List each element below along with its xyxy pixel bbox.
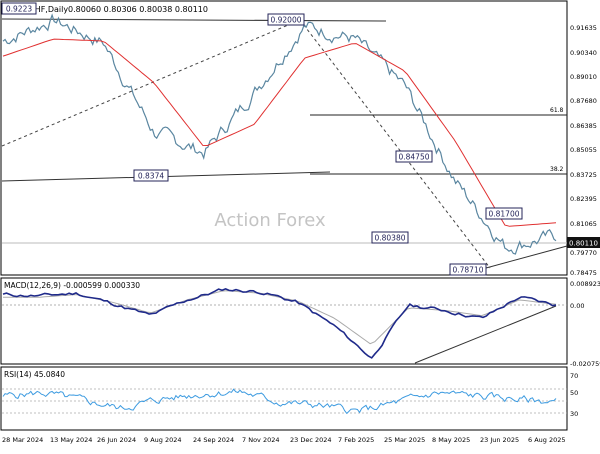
macd-panel-frame bbox=[0, 277, 568, 365]
x-tick-label: 13 May 2024 bbox=[50, 436, 92, 444]
price-series bbox=[2, 13, 557, 255]
x-tick-label: 9 Aug 2024 bbox=[144, 436, 182, 444]
price-line bbox=[2, 13, 557, 255]
macd-line bbox=[2, 288, 557, 359]
annotation-box-6 bbox=[449, 263, 487, 276]
macd-trend-line bbox=[414, 305, 557, 364]
annotation-box-3 bbox=[395, 150, 433, 163]
x-tick-label: 7 Feb 2025 bbox=[338, 436, 374, 444]
annotation-box-0 bbox=[1, 2, 37, 15]
top-trend-line bbox=[1, 18, 387, 22]
lower-trend-line bbox=[485, 245, 568, 269]
trend-lines bbox=[1, 18, 568, 269]
annotation-high-09223: 0.9223 bbox=[6, 5, 32, 14]
fib-label-618: 61.8 bbox=[550, 107, 564, 114]
x-tick-label: 28 Mar 2024 bbox=[2, 436, 43, 444]
price-tick-label: 0.83725 bbox=[570, 171, 597, 179]
price-tick-label: 0.91635 bbox=[570, 24, 597, 32]
current-price-label: 0.80110 bbox=[569, 240, 598, 248]
header-symbol: USDCHF,Daily bbox=[12, 5, 68, 14]
annotation-080380: 0.80380 bbox=[374, 234, 405, 243]
x-tick-label: 24 Sep 2024 bbox=[193, 436, 234, 444]
price-tick-label: 0.81065 bbox=[570, 220, 597, 228]
x-tick-label: 6 Aug 2025 bbox=[528, 436, 566, 444]
rsi-panel-frame bbox=[0, 366, 568, 431]
x-tick-label: 25 Mar 2025 bbox=[384, 436, 425, 444]
annotation-box-1 bbox=[267, 13, 305, 26]
x-tick-label: 7 Nov 2024 bbox=[242, 436, 280, 444]
annotation-078710: 0.78710 bbox=[452, 266, 483, 275]
price-tick-label: 0.89010 bbox=[570, 73, 597, 81]
price-annotations: 0.9223 0.92000 0.8374 0.84750 0.80380 0.… bbox=[1, 2, 523, 276]
watermark: Action Forex bbox=[214, 210, 326, 231]
moving-average-line bbox=[2, 38, 557, 227]
macd-title: MACD(12,26,9) -0.000599 0.000330 bbox=[4, 281, 140, 290]
macd-tick-label: -0.020759 bbox=[570, 360, 600, 368]
rsi-title: RSI(14) 45.0840 bbox=[4, 370, 65, 379]
annotation-084750: 0.84750 bbox=[398, 153, 429, 162]
annotation-low-08374: 0.8374 bbox=[138, 172, 164, 181]
price-panel-frame bbox=[0, 0, 568, 276]
macd-tick-label: 0.00 bbox=[570, 302, 584, 310]
macd-tick-label: 0.008923 bbox=[570, 280, 600, 288]
price-tick-label: 0.85055 bbox=[570, 146, 597, 154]
annotation-box-5 bbox=[485, 207, 523, 220]
rsi-tick-label: 30 bbox=[570, 410, 578, 418]
price-tick-label: 0.87680 bbox=[570, 97, 597, 105]
fib-label-382: 38.2 bbox=[550, 166, 564, 173]
price-tick-label: 0.78475 bbox=[570, 269, 597, 277]
x-tick-label: 23 Jun 2025 bbox=[480, 436, 519, 444]
annotation-box-2 bbox=[133, 169, 169, 182]
macd-signal-line bbox=[3, 290, 557, 345]
rising-dashed-trend bbox=[1, 19, 301, 147]
price-tick-label: 0.90340 bbox=[570, 49, 597, 57]
header-ohlc: 0.80060 0.80306 0.80038 0.80110 bbox=[68, 5, 208, 14]
price-tick-label: 0.86385 bbox=[570, 122, 597, 130]
falling-dashed-trend bbox=[299, 19, 491, 269]
current-price-box bbox=[567, 237, 600, 248]
x-tick-label: 23 Dec 2024 bbox=[290, 436, 332, 444]
annotation-box-4 bbox=[371, 231, 409, 244]
annotation-081700: 0.81700 bbox=[488, 210, 519, 219]
price-tick-label: 0.79770 bbox=[570, 249, 597, 257]
price-tick-label: 0.82395 bbox=[570, 195, 597, 203]
x-axis: 28 Mar 2024 13 May 2024 26 Jun 2024 9 Au… bbox=[2, 436, 566, 444]
rsi-tick-label: 50 bbox=[570, 389, 578, 397]
annotation-high-092000: 0.92000 bbox=[270, 16, 301, 25]
price-axis: 0.91635 0.90340 0.89010 0.87680 0.86385 … bbox=[570, 24, 597, 277]
x-tick-label: 8 May 2025 bbox=[432, 436, 470, 444]
x-tick-label: 26 Jun 2024 bbox=[97, 436, 136, 444]
rsi-line bbox=[2, 388, 557, 415]
rsi-tick-label: 70 bbox=[570, 372, 578, 380]
